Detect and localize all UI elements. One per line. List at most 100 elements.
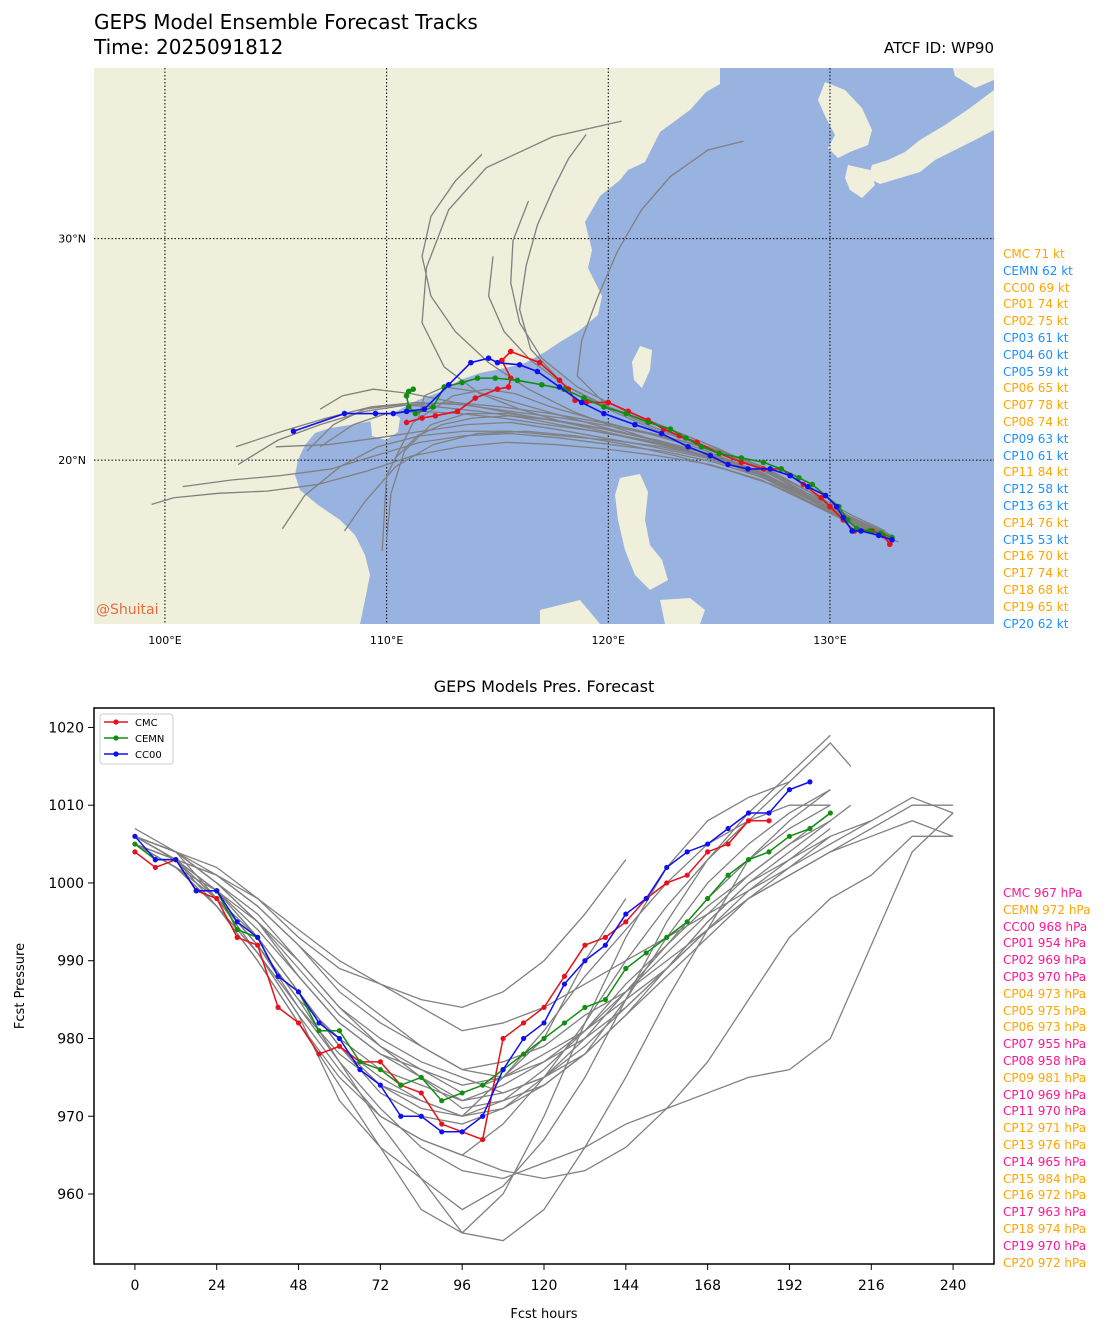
pressure-point-cc00 (398, 1113, 404, 1119)
pressure-line-cp18 (134, 828, 831, 1086)
track-point-cemn (405, 388, 412, 395)
pressure-label: CP01 954 hPa (1003, 936, 1087, 951)
x-tick-label: 0 (130, 1278, 139, 1294)
track-point-cemn (760, 459, 767, 466)
pressure-point-cc00 (725, 825, 731, 832)
pressure-point-cemn (439, 1098, 445, 1104)
pressure-lines (132, 734, 954, 1242)
atcf-id: ATCF ID: WP90 (883, 39, 994, 57)
pressure-point-cc00 (602, 942, 608, 948)
pressure-line-cp13 (134, 804, 954, 1071)
pressure-point-cc00 (664, 864, 670, 871)
y-tick-label: 990 (57, 954, 84, 970)
track-point-cc00 (403, 408, 410, 415)
track-point-cc00 (725, 461, 731, 468)
pressure-point-cemn (132, 841, 138, 847)
track-point-cemn (683, 435, 689, 441)
pressure-chart: GEPS Models Pres. Forecast 0 24 48 72 96 120 1… (13, 677, 995, 1322)
pressure-point-cemn (664, 934, 670, 940)
pressure-point-cemn (520, 1051, 527, 1057)
track-point-cc00 (787, 472, 793, 479)
intensity-label: CP16 70 kt (1003, 549, 1069, 564)
intensity-label: CC00 69 kt (1003, 280, 1070, 295)
track-point-cemn (474, 375, 481, 381)
x-tick-label: 24 (208, 1278, 226, 1294)
pressure-point-cemn (541, 1035, 547, 1042)
pressure-point-cemn (684, 919, 690, 925)
legend-box (99, 713, 174, 765)
track-point-cemn (716, 450, 722, 457)
track-point-cemn (778, 466, 784, 472)
pressure-line-cp15 (134, 835, 627, 1009)
intensity-label: CP17 74 kt (1003, 566, 1069, 581)
pressure-point-cemn (234, 927, 240, 933)
pressure-point-cmc (623, 919, 629, 925)
pressure-point-cc00 (561, 981, 568, 987)
pressure-point-cemn (643, 950, 649, 956)
pressure-line-cp14 (134, 835, 954, 1180)
legend-marker (113, 735, 119, 741)
track-point-cc00 (516, 362, 523, 368)
track-point-cemn (853, 525, 860, 532)
pressure-point-cmc (439, 1121, 445, 1127)
intensity-label: CP03 61 kt (1003, 330, 1069, 345)
pressure-label: CP09 981 hPa (1003, 1070, 1087, 1085)
pressure-point-cc00 (377, 1082, 383, 1088)
pressure-chart-title: GEPS Models Pres. Forecast (434, 677, 655, 696)
pressure-label: CP11 970 hPa (1003, 1104, 1087, 1119)
track-point-cmc (419, 415, 425, 421)
track-point-cmc (556, 377, 563, 384)
track-point-cmc (494, 386, 501, 392)
track-point-cc00 (849, 528, 855, 534)
track-point-cemn (623, 410, 629, 417)
track-point-cemn (412, 410, 419, 417)
pressure-label: CP02 969 hPa (1003, 953, 1087, 968)
x-tick-label: 72 (371, 1278, 389, 1294)
track-point-cmc (505, 384, 512, 390)
intensity-label: CP09 63 kt (1003, 431, 1069, 446)
track-point-cc00 (556, 384, 563, 390)
x-tick-label: 192 (776, 1278, 803, 1294)
pressure-point-cc00 (705, 841, 711, 847)
track-point-cemn (809, 481, 816, 488)
pressure-point-cmc (132, 849, 138, 855)
track-point-cc00 (468, 359, 474, 366)
pressure-point-cc00 (520, 1035, 527, 1042)
pressure-line-cmc (134, 820, 769, 1141)
pressure-point-cmc (295, 1020, 302, 1026)
track-point-cc00 (858, 528, 864, 534)
pressure-line-cp11 (134, 804, 831, 1118)
track-point-cc00 (421, 406, 428, 412)
pressure-line-cp07 (134, 781, 790, 1234)
map-ticks: 100°E 110°E 120°E 130°E 30°N 20°N (58, 233, 846, 647)
pressure-point-cc00 (275, 973, 281, 979)
x-tick-label: 216 (858, 1278, 885, 1294)
pressure-line-cemn (134, 812, 831, 1102)
track-cp17 (421, 153, 895, 543)
lon-tick-label: 130°E (813, 634, 846, 647)
pressure-point-cemn (623, 965, 629, 972)
pressure-plot-frame (93, 707, 995, 1265)
track-point-cmc (499, 357, 505, 364)
pressure-label: CP13 976 hPa (1003, 1137, 1087, 1152)
track-point-cemn (581, 395, 587, 401)
intensity-label-list: CMC 71 kt CEMN 62 kt CC00 69 kt CP01 74 kt C… (1003, 246, 1073, 632)
track-point-cemn (459, 379, 465, 386)
pressure-point-cemn (480, 1082, 486, 1088)
track-point-cc00 (707, 452, 714, 459)
pressure-point-cmc (500, 1035, 506, 1042)
track-point-cc00 (685, 443, 691, 450)
pressure-point-cmc (418, 1090, 424, 1096)
pressure-point-cmc (520, 1020, 527, 1026)
pressure-point-cemn (336, 1028, 343, 1034)
intensity-label: CP06 65 kt (1003, 381, 1069, 396)
intensity-label: CP11 84 kt (1003, 465, 1069, 480)
pressure-point-cemn (316, 1028, 322, 1034)
track-point-cc00 (485, 355, 492, 361)
map-title: GEPS Model Ensemble Forecast Tracks (94, 10, 478, 34)
pressure-point-cc00 (418, 1113, 424, 1119)
pressure-point-cmc (766, 818, 772, 824)
intensity-label: CP15 53 kt (1003, 532, 1069, 547)
y-tick-label: 960 (57, 1187, 84, 1203)
